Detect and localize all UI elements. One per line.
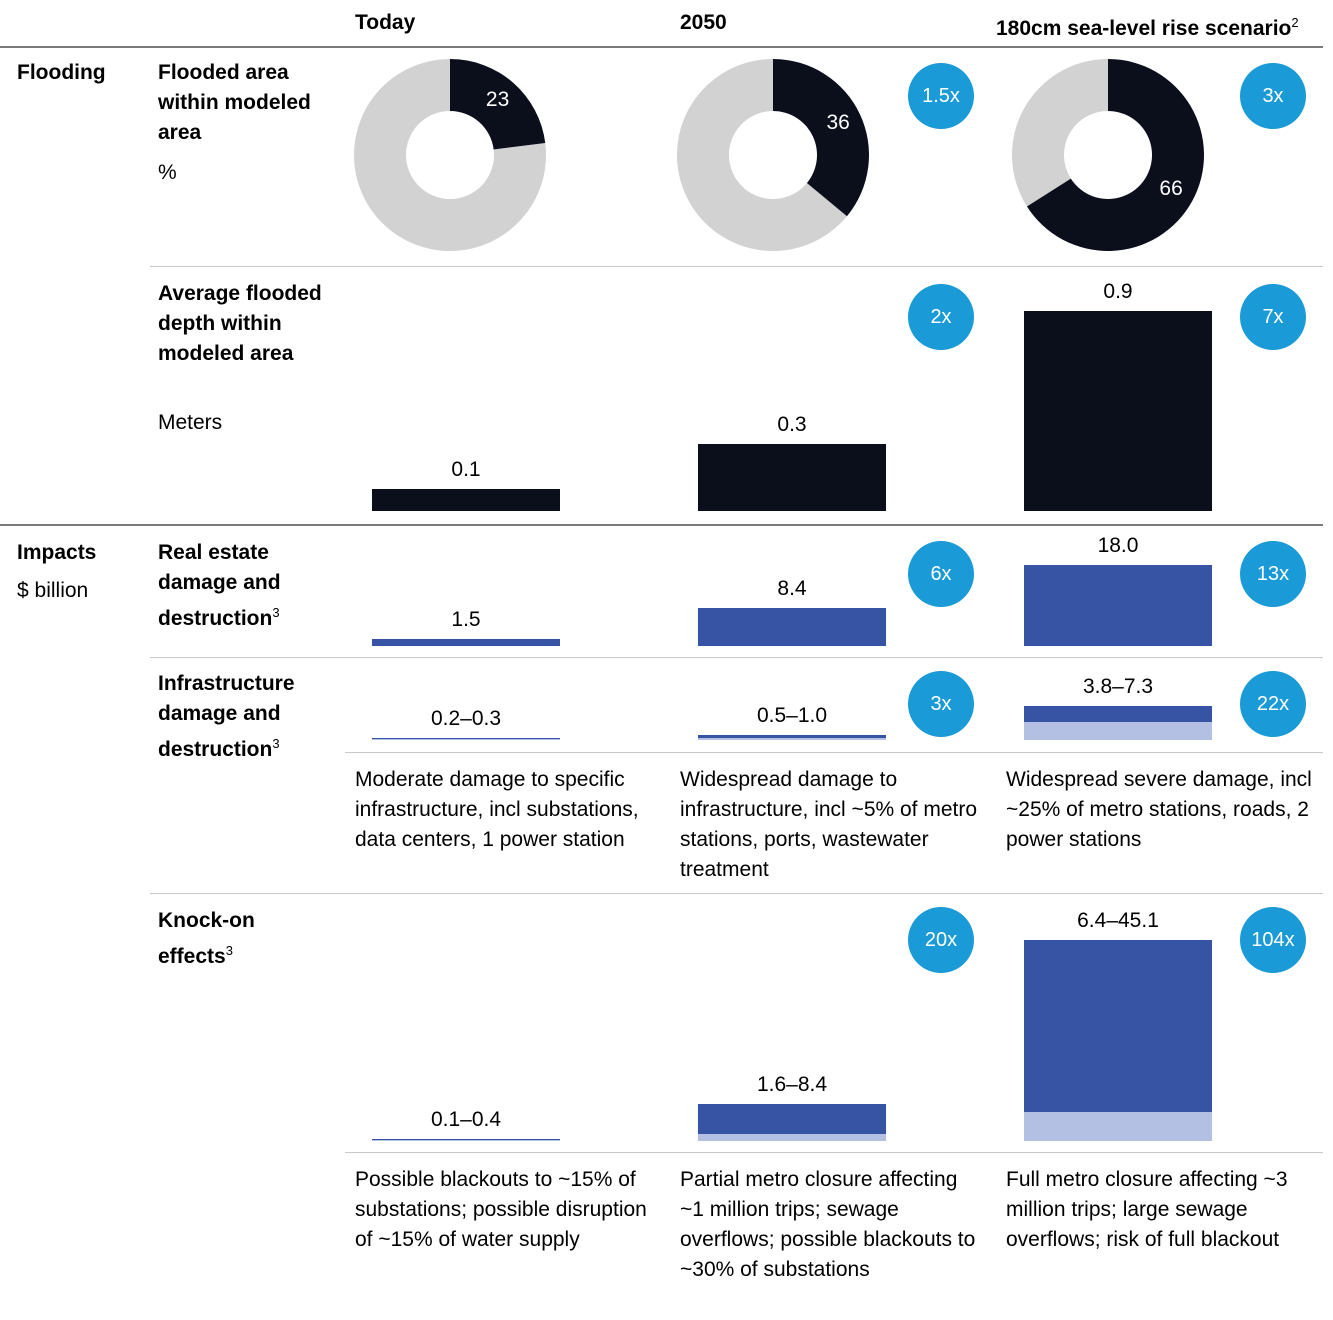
donut-rest-today [354, 59, 546, 251]
scenario-title: 180cm sea-level rise scenario [996, 17, 1292, 40]
knock-on-value-2050: 1.6–8.4 [756, 1072, 828, 1096]
donut-label-2050: 36 [826, 111, 850, 135]
knock-note-2050: Partial metro closure affecting ~1 milli… [680, 1168, 976, 1281]
row-label-avg-depth: Average flooded depth within modeled are… [158, 282, 322, 365]
impacts-unit: $ billion [17, 579, 89, 602]
multiplier-badge-knock-on-scenario: 104x [1240, 907, 1306, 973]
knock-on-footnote: 3 [225, 943, 233, 958]
donut-label-today: 23 [485, 87, 510, 111]
knock-on-range-light-2050 [698, 1133, 886, 1141]
section-divider-impacts [0, 524, 1323, 526]
section-flooding: Flooding [17, 61, 106, 84]
column-header-scenario: 180cm sea-level rise scenario2 [996, 8, 1299, 44]
infrastructure-range-light-today [372, 739, 560, 740]
row-label-flooded-area: Flooded area within modeled area [158, 61, 311, 144]
infrastructure-range-light-2050 [698, 737, 886, 740]
knock-on-range-light-scenario [1024, 1112, 1212, 1141]
infra-note-scenario: Widespread severe damage, incl ~25% of m… [1006, 768, 1312, 851]
row-divider-infrastructure [150, 657, 1323, 658]
infrastructure-value-2050: 0.5–1.0 [756, 704, 828, 728]
donut-label-scenario: 66 [1159, 176, 1183, 200]
knock-on-range-dark-2050 [698, 1103, 886, 1134]
depth-value-2050: 0.3 [777, 413, 807, 437]
donut-rest-2050 [677, 59, 847, 251]
depth-value-today: 0.1 [451, 457, 481, 481]
row-divider-depth [150, 266, 1323, 267]
section-impacts: Impacts [17, 541, 97, 564]
infrastructure-value-scenario: 3.8–7.3 [1082, 675, 1154, 698]
infrastructure-footnote: 3 [272, 736, 280, 751]
multiplier-badge-infrastructure-scenario: 22x [1240, 671, 1306, 737]
row-label-knock-on: Knock-on effects3 [158, 906, 318, 972]
donut-2050 [677, 59, 869, 251]
multiplier-badge-flooded-2050: 1.5x [908, 63, 974, 129]
infra-notes-divider [345, 752, 1323, 753]
real-estate-value-scenario: 18.0 [1097, 534, 1139, 557]
multiplier-badge-real-estate-scenario: 13x [1240, 541, 1306, 607]
row-unit-flooded-area: % [158, 161, 177, 184]
depth-value-scenario: 0.9 [1103, 280, 1133, 303]
multiplier-badge-flooded-scenario: 3x [1240, 63, 1306, 129]
knock-on-value-scenario: 6.4–45.1 [1077, 909, 1159, 932]
knock-note-today: Possible blackouts to ~15% of substation… [355, 1168, 647, 1251]
real-estate-value-today: 1.5 [451, 608, 481, 632]
knock-on-value-today: 0.1–0.4 [430, 1108, 502, 1131]
infrastructure-range-dark-2050 [698, 735, 886, 738]
infrastructure-value-today: 0.2–0.3 [430, 707, 502, 730]
real-estate-bar-2050 [698, 608, 886, 646]
depth-bar-today [372, 488, 560, 511]
row-unit-avg-depth: Meters [158, 411, 223, 434]
depth-bar-2050 [698, 444, 886, 511]
scenario-footnote: 2 [1291, 15, 1299, 30]
knock-on-range-dark-today [372, 1139, 560, 1140]
knock-on-range-light-today [372, 1140, 560, 1141]
infrastructure-range-light-scenario [1024, 722, 1212, 740]
real-estate-footnote: 3 [272, 605, 280, 620]
multiplier-badge-infrastructure-2050: 3x [908, 671, 974, 737]
knock-on-text: Knock-on effects [158, 909, 255, 968]
infrastructure-text: Infrastructure damage and destruction [158, 672, 295, 761]
knock-note-scenario: Full metro closure affecting ~3 million … [1006, 1168, 1288, 1251]
infrastructure-range-dark-scenario [1024, 706, 1212, 723]
depth-bar-scenario [1024, 311, 1212, 511]
donut-scenario [1012, 59, 1204, 251]
column-header-today: Today [355, 11, 416, 34]
knock-on-range-dark-scenario [1024, 940, 1212, 1113]
real-estate-bar-scenario [1024, 565, 1212, 646]
multiplier-badge-knock-on-2050: 20x [908, 907, 974, 973]
infrastructure-range-dark-today [372, 738, 560, 739]
real-estate-bar-today [372, 639, 560, 646]
infra-note-today: Moderate damage to specific infrastructu… [355, 768, 639, 851]
multiplier-badge-depth-2050: 2x [908, 284, 974, 350]
real-estate-value-2050: 8.4 [777, 577, 807, 601]
column-header-2050: 2050 [680, 11, 727, 34]
multiplier-badge-depth-scenario: 7x [1240, 284, 1306, 350]
row-label-real-estate: Real estate damage and destruction3 [158, 538, 318, 634]
header-rule [0, 46, 1323, 48]
donut-slice-today [450, 59, 546, 150]
donut-slice-scenario [1026, 59, 1204, 251]
multiplier-badge-real-estate-2050: 6x [908, 541, 974, 607]
donut-slice-2050 [773, 59, 869, 217]
infra-note-2050: Widespread damage to infrastructure, inc… [680, 768, 978, 881]
real-estate-text: Real estate damage and destruction [158, 541, 281, 630]
row-label-infrastructure: Infrastructure damage and destruction3 [158, 669, 318, 765]
knock-notes-divider [345, 1152, 1323, 1153]
donut-rest-scenario [1012, 59, 1108, 207]
row-divider-knock-on [150, 893, 1323, 894]
donut-today [354, 59, 546, 251]
